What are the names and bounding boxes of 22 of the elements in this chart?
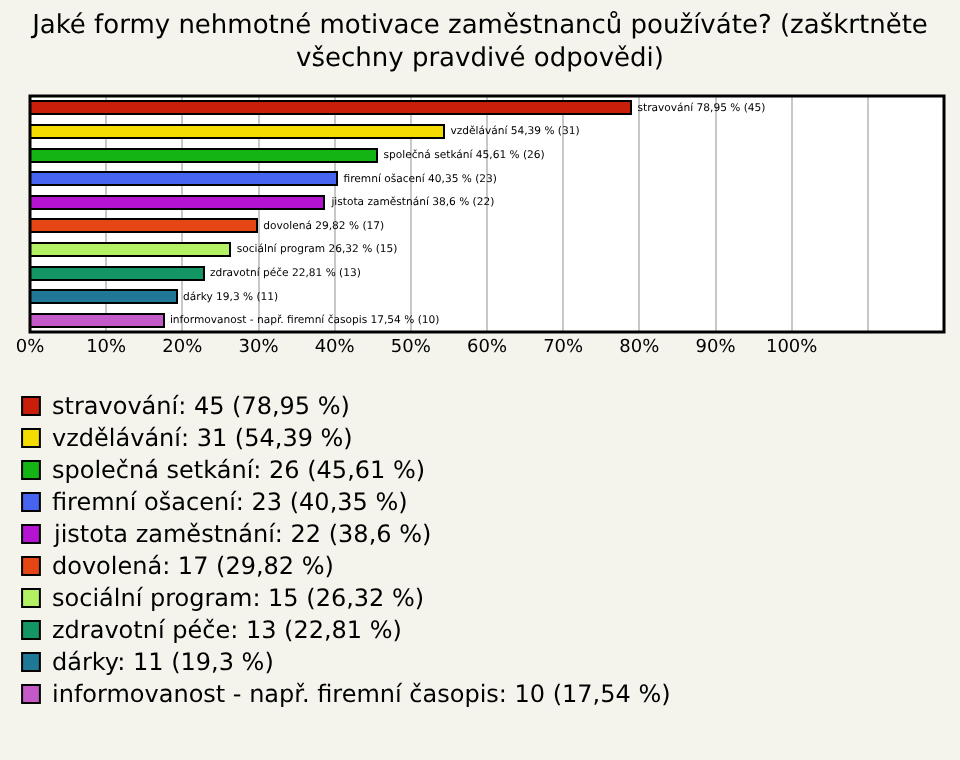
legend-label: sociální program: 15 (26,32 %): [52, 584, 425, 612]
legend-label: dárky: 11 (19,3 %): [52, 648, 274, 676]
x-tick-label: 0%: [15, 338, 46, 358]
legend-label: společná setkání: 26 (45,61 %): [52, 456, 426, 484]
x-tick-label: 40%: [314, 338, 356, 358]
x-tick-label: 100%: [765, 338, 819, 358]
legend-label: firemní ošacení: 23 (40,35 %): [52, 488, 408, 516]
x-tick-label: 60%: [466, 338, 508, 358]
legend-label: zdravotní péče: 13 (22,81 %): [52, 616, 402, 644]
legend-label: stravování: 45 (78,95 %): [52, 392, 350, 420]
chart-title: Jaké formy nehmotné motivace zaměstnanců používáte? (zaškrtněte všechny pravdivé odpovědi): [30, 8, 928, 75]
x-tick-label: 50%: [390, 338, 432, 358]
legend-label: jistota zaměstnání: 22 (38,6 %): [52, 520, 432, 548]
x-tick-label: 70%: [543, 338, 585, 358]
x-tick-label: 80%: [619, 338, 661, 358]
x-tick-label: 20%: [162, 338, 204, 358]
x-tick-label: 10%: [86, 338, 128, 358]
legend-label: vzdělávání: 31 (54,39 %): [52, 424, 353, 452]
legend-label: informovanost - např. firemní časopis: 10 (17,54 %): [52, 680, 671, 708]
x-tick-label: 30%: [238, 338, 280, 358]
legend-label: dovolená: 17 (29,82 %): [52, 552, 334, 580]
x-tick-label: 90%: [695, 338, 737, 358]
